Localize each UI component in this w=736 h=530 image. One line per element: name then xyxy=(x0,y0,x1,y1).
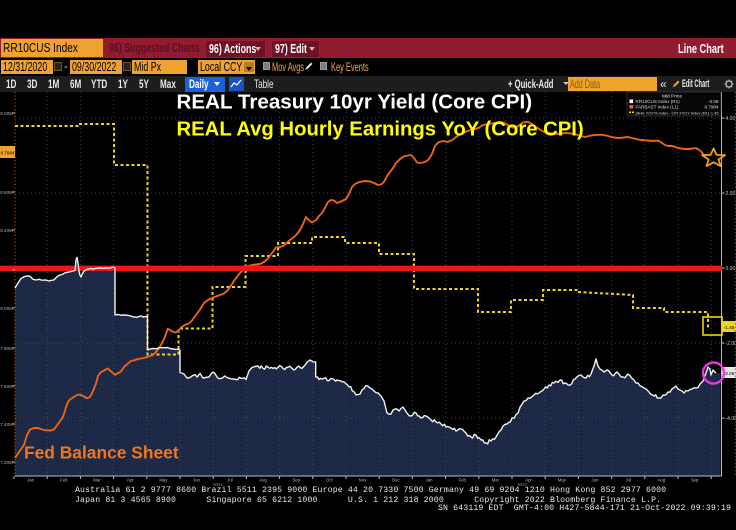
svg-text:Sep: Sep xyxy=(691,478,699,483)
svg-text:Jul: Jul xyxy=(227,478,233,483)
svg-text:8.7984: 8.7984 xyxy=(0,151,14,156)
svg-text:-1.45: -1.45 xyxy=(710,110,719,115)
svg-text:Aug: Aug xyxy=(658,478,666,483)
svg-text:Dec: Dec xyxy=(392,478,400,483)
svg-text:4.00: 4.00 xyxy=(726,116,736,122)
svg-text:Feb: Feb xyxy=(60,478,68,483)
svg-text:-3.06: -3.06 xyxy=(724,371,735,377)
svg-text:RR10CUS Index (R1): RR10CUS Index (R1) xyxy=(636,99,681,104)
svg-text:Sep: Sep xyxy=(292,478,300,483)
svg-text:-2.00: -2.00 xyxy=(726,341,736,347)
svg-text:Feb: Feb xyxy=(458,478,466,483)
svg-text:(AHE YOY% Index - CPI XYOY Ind: (AHE YOY% Index - CPI XYOY Index (R1) xyxy=(636,110,710,115)
svg-text:2.00: 2.00 xyxy=(726,191,736,197)
svg-text:-4.00: -4.00 xyxy=(726,416,736,422)
svg-text:Aug: Aug xyxy=(259,478,267,483)
svg-text:7.80M: 7.80M xyxy=(0,346,13,351)
svg-text:Jun: Jun xyxy=(592,478,600,483)
svg-text:8.40M: 8.40M xyxy=(0,228,13,233)
svg-text:7.60M: 7.60M xyxy=(0,384,13,389)
svg-text:REAL Treasury 10yr Yield (Core: REAL Treasury 10yr Yield (Core CPI) xyxy=(177,91,533,114)
svg-text:Mar: Mar xyxy=(93,478,101,483)
svg-text:9.00M: 9.00M xyxy=(0,111,13,116)
svg-text:2021: 2021 xyxy=(213,483,224,487)
svg-text:FARBAST Index (L1): FARBAST Index (L1) xyxy=(636,105,679,110)
svg-text:May: May xyxy=(558,478,567,483)
svg-text:8.60M: 8.60M xyxy=(0,190,13,195)
svg-text:Mid Price: Mid Price xyxy=(662,94,682,100)
svg-text:0.00: 0.00 xyxy=(726,266,736,272)
svg-text:Jul: Jul xyxy=(625,478,631,483)
svg-text:7.20M: 7.20M xyxy=(0,460,13,465)
svg-text:8.7984: 8.7984 xyxy=(704,105,718,110)
svg-text:Nov: Nov xyxy=(359,478,367,483)
svg-text:May: May xyxy=(159,478,168,483)
svg-text:-3.06: -3.06 xyxy=(708,99,719,104)
svg-text:REAL Avg Hourly Earnings YoY (: REAL Avg Hourly Earnings YoY (Core CPI) xyxy=(177,118,584,140)
svg-text:-1.45: -1.45 xyxy=(724,325,735,331)
svg-text:7.40M: 7.40M xyxy=(0,422,13,427)
svg-text:Mar: Mar xyxy=(492,478,500,483)
svg-text:Jan: Jan xyxy=(426,478,434,483)
svg-text:Oct: Oct xyxy=(326,478,333,483)
svg-text:Apr: Apr xyxy=(127,478,134,483)
svg-text:Apr: Apr xyxy=(525,478,532,483)
svg-text:2022: 2022 xyxy=(517,483,528,487)
svg-text:Jan: Jan xyxy=(27,478,35,483)
svg-text:Fed Balance Sheet: Fed Balance Sheet xyxy=(24,442,179,462)
svg-text:8.00M: 8.00M xyxy=(0,306,13,311)
svg-text:Jun: Jun xyxy=(193,478,201,483)
